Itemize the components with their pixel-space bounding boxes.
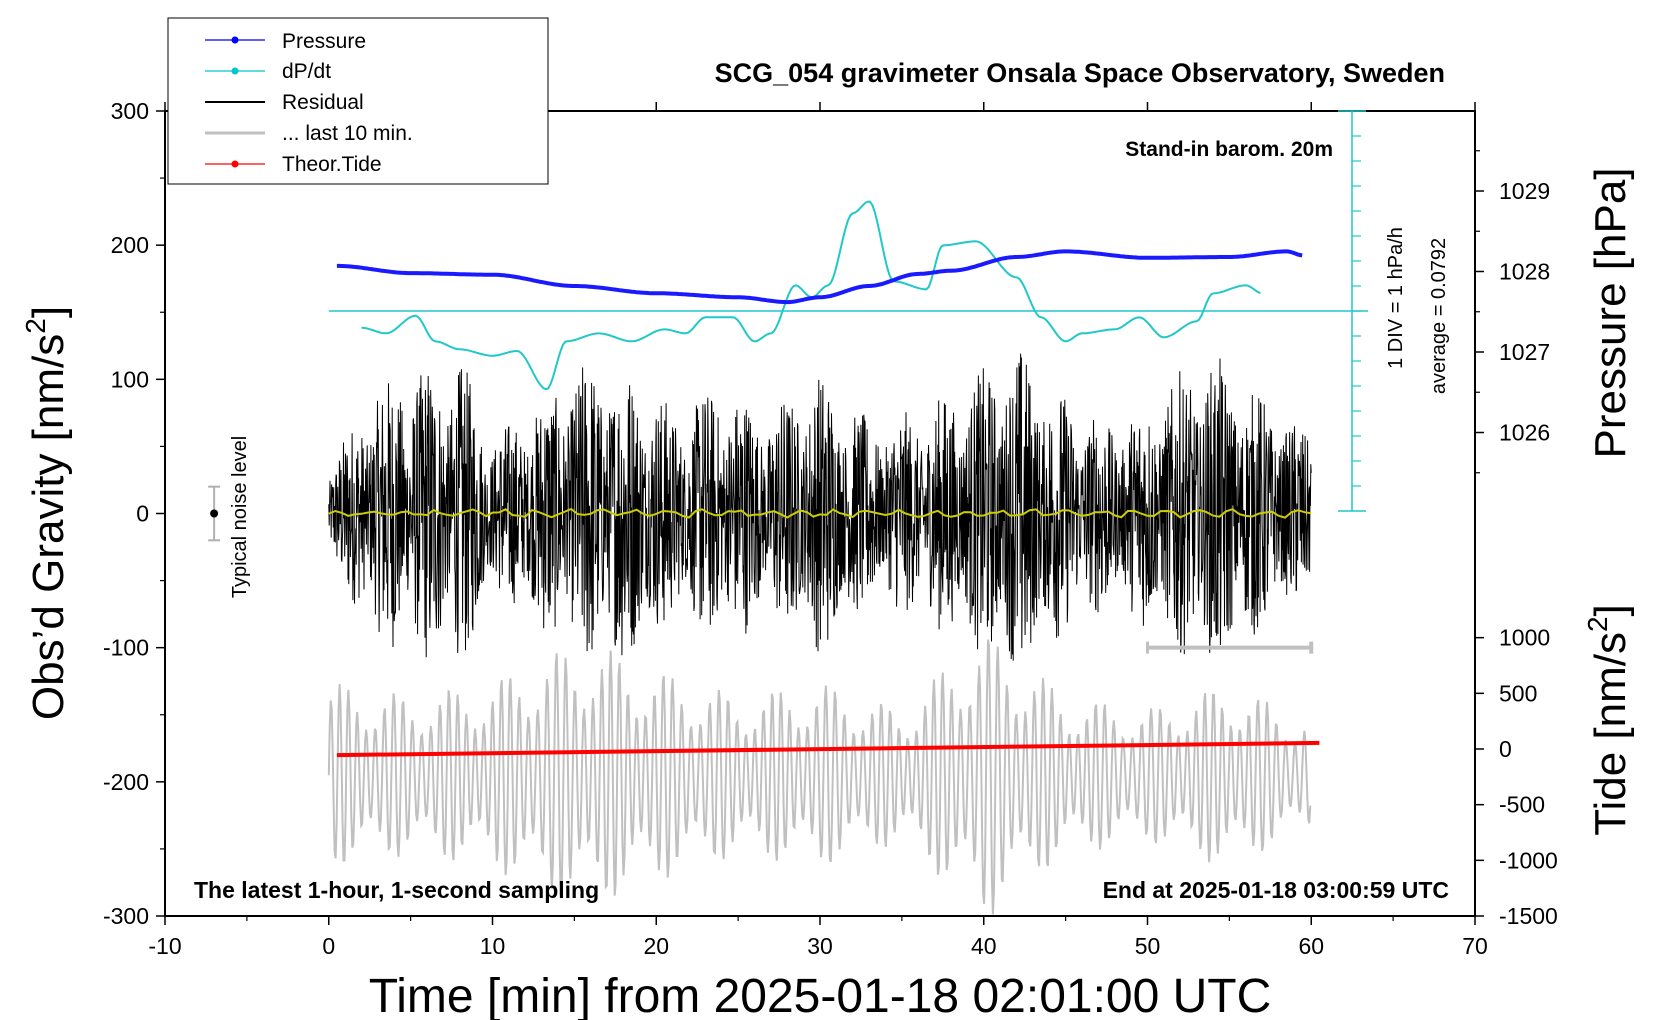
residual-line <box>328 353 1312 661</box>
x-tick-label-4: 30 <box>807 933 833 959</box>
legend-label-tide: Theor.Tide <box>282 153 382 176</box>
x-tick-label-8: 70 <box>1462 933 1488 959</box>
left-axis-label-sup: 2 <box>20 318 51 334</box>
legend-label-pressure: Pressure <box>282 30 366 53</box>
pressure-line <box>336 249 1303 305</box>
tide-axis-label-main: Tide [nm/s <box>1586 632 1635 836</box>
tide-axis-ticks: 1000 500 0 -500 -1000 -1500 <box>1475 625 1558 929</box>
tide-series <box>336 740 1320 758</box>
pressure-series <box>336 249 1303 305</box>
pressure-tick-label-2: 1027 <box>1499 339 1550 365</box>
pressure-tick-label-0: 1029 <box>1499 178 1550 204</box>
legend-marker-pressure <box>231 36 239 44</box>
annotation-marks <box>208 485 1314 654</box>
y-tick-label-6: -300 <box>103 903 149 929</box>
smoothed-line <box>328 507 1312 519</box>
y-tick-label-4: -100 <box>103 635 149 661</box>
x-tick-label-6: 50 <box>1135 933 1161 959</box>
y-tick-label-3: 0 <box>136 501 149 527</box>
x-axis-label: Time [min] from 2025-01-18 02:01:00 UTC <box>369 970 1272 1020</box>
average-label: average = 0.0792 <box>1428 238 1450 394</box>
pressure-tick-label-1: 1028 <box>1499 259 1550 285</box>
bottom-left-note: The latest 1-hour, 1-second sampling <box>194 877 599 903</box>
x-tick-label-7: 60 <box>1298 933 1324 959</box>
x-tick-label-3: 20 <box>643 933 669 959</box>
left-axis-label-main: Obs’d Gravity [nm/s <box>24 334 73 720</box>
x-tick-label-0: -10 <box>148 933 181 959</box>
last10-series <box>327 639 1312 915</box>
x-axis-ticks: -10 0 10 20 30 40 50 60 70 <box>148 102 1488 959</box>
tide-tick-label-2: 0 <box>1499 736 1512 762</box>
x-tick-label-1: 0 <box>322 933 335 959</box>
legend: Pressure dP/dt Residual ... last 10 min.… <box>167 17 549 185</box>
x-tick-label-5: 40 <box>971 933 997 959</box>
chart-title: SCG_054 gravimeter Onsala Space Observat… <box>715 58 1445 88</box>
tide-tick-label-0: 1000 <box>1499 625 1550 651</box>
bottom-right-note: End at 2025-01-18 03:00:59 UTC <box>1103 877 1449 903</box>
last10-line <box>327 639 1312 915</box>
tide-tick-label-1: 500 <box>1499 680 1537 706</box>
tide-axis-label-sup: 2 <box>1582 616 1613 632</box>
stand-in-label: Stand-in barom. 20m <box>1125 138 1333 161</box>
pressure-tick-label-3: 1026 <box>1499 420 1550 446</box>
legend-label-last10: ... last 10 min. <box>282 122 413 145</box>
x-tick-label-2: 10 <box>480 933 506 959</box>
dpdt-line <box>361 200 1261 391</box>
tide-line <box>336 740 1320 758</box>
y-tick-label-0: 300 <box>111 98 149 124</box>
legend-marker-tide <box>231 160 239 168</box>
left-axis-label-end: ] <box>24 306 73 318</box>
tide-axis-label-end: ] <box>1586 604 1635 616</box>
y-tick-label-5: -200 <box>103 769 149 795</box>
noise-bar-dot <box>210 509 219 518</box>
tide-tick-label-3: -500 <box>1499 792 1545 818</box>
legend-marker-dpdt <box>231 67 239 75</box>
legend-label-dpdt: dP/dt <box>282 60 331 83</box>
tide-tick-label-4: -1000 <box>1499 847 1558 873</box>
residual-series <box>328 353 1312 661</box>
tide-axis-label: Tide [nm/s2] <box>1582 604 1635 836</box>
y-tick-label-1: 200 <box>111 232 149 258</box>
smoothed-series <box>328 507 1312 519</box>
y-axis-ticks: 300 200 100 0 -100 -200 -300 <box>103 98 165 929</box>
div-label: 1 DIV = 1 hPa/h <box>1385 227 1407 369</box>
legend-label-residual: Residual <box>282 91 364 114</box>
left-axis-label: Obs’d Gravity [nm/s2] <box>20 306 73 720</box>
noise-label: Typical noise level <box>229 436 251 598</box>
tide-tick-label-5: -1500 <box>1499 903 1558 929</box>
y-tick-label-2: 100 <box>111 366 149 392</box>
pressure-axis-label: Pressure [hPa] <box>1586 167 1635 458</box>
pressure-axis-ticks: 1029 1028 1027 1026 <box>1475 150 1550 474</box>
